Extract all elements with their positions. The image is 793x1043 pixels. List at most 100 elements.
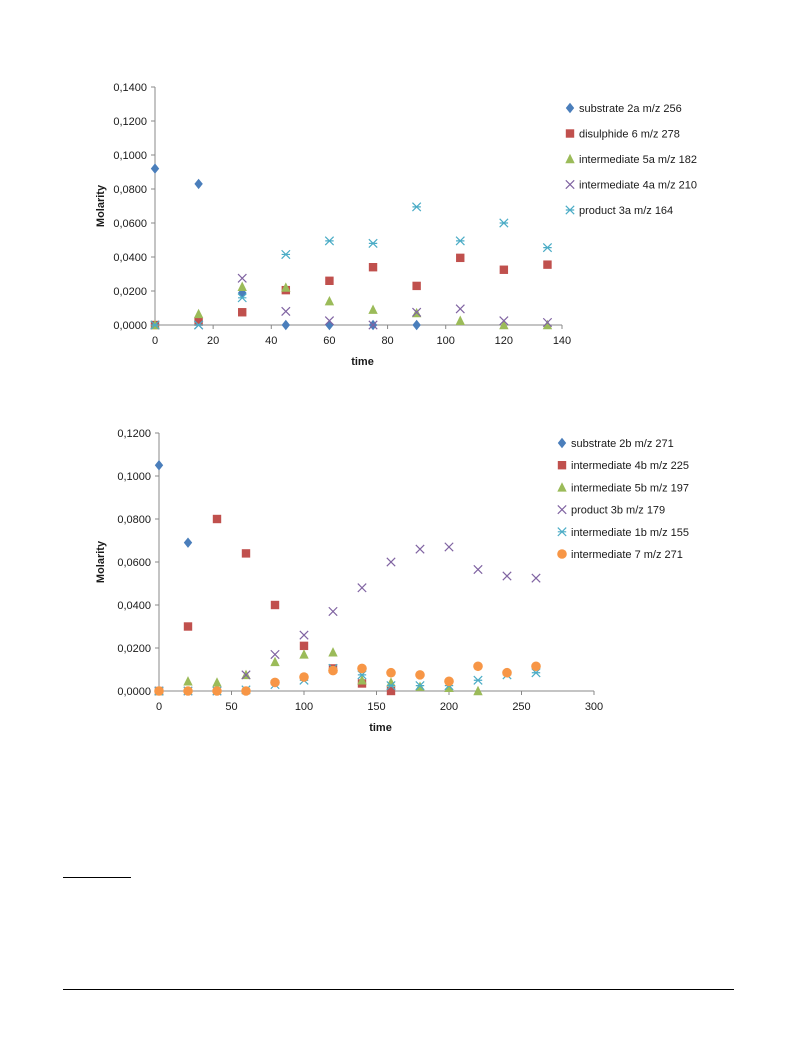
data-point	[499, 265, 509, 274]
data-point	[499, 218, 509, 228]
data-point	[212, 677, 222, 687]
data-point	[444, 676, 454, 687]
data-point	[357, 675, 367, 685]
legend-entry: substrate 2a m/z 256	[579, 103, 682, 115]
data-point	[386, 677, 396, 687]
data-point	[183, 537, 193, 548]
data-point	[455, 304, 465, 314]
data-point	[325, 276, 334, 285]
data-point	[473, 685, 483, 696]
data-point	[386, 667, 396, 678]
y-tick-label: 0,1000	[113, 150, 147, 162]
series-2	[150, 253, 552, 330]
data-point	[412, 319, 421, 331]
data-point	[270, 677, 280, 688]
x-tick-label: 140	[553, 335, 571, 347]
data-point	[183, 676, 193, 686]
data-point	[299, 649, 309, 659]
y-tick-label: 0,0800	[117, 514, 151, 526]
data-point	[499, 319, 509, 330]
legend-marker	[557, 482, 567, 492]
x-tick-label: 60	[323, 335, 335, 347]
data-point	[237, 281, 247, 291]
legend-marker	[557, 527, 567, 537]
legend-marker	[565, 102, 575, 114]
x-tick-label: 40	[265, 335, 277, 347]
data-point	[237, 273, 247, 283]
legend-marker	[557, 461, 567, 470]
legend-marker	[557, 437, 567, 449]
x-tick-label: 300	[585, 701, 603, 713]
y-tick-label: 0,1200	[113, 116, 147, 128]
data-point	[455, 236, 465, 246]
x-tick-label: 120	[495, 335, 513, 347]
legend-entry: intermediate 1b m/z 155	[571, 527, 689, 539]
data-point	[154, 460, 164, 471]
data-point	[543, 260, 552, 269]
data-point	[473, 675, 483, 685]
y-tick-label: 0,1000	[117, 471, 151, 483]
data-point	[412, 281, 421, 291]
data-point	[324, 316, 335, 326]
data-point	[473, 661, 483, 672]
data-point	[281, 319, 291, 331]
y-tick-label: 0,0400	[117, 600, 151, 612]
data-point	[542, 243, 553, 253]
data-point	[499, 316, 509, 326]
y-tick-label: 0,0200	[117, 643, 151, 655]
legend-marker	[565, 205, 575, 215]
data-point	[241, 670, 251, 680]
x-tick-label: 200	[440, 701, 458, 713]
legend: substrate 2b m/z 271 intermediate 4b m/z …	[557, 437, 689, 561]
data-point	[386, 681, 396, 691]
y-tick-label: 0,0600	[117, 557, 151, 569]
legend-marker	[565, 179, 575, 190]
data-point	[194, 178, 203, 190]
data-point	[357, 663, 367, 674]
data-point	[237, 293, 247, 303]
data-point	[281, 249, 291, 260]
x-tick-label: 20	[207, 335, 219, 347]
data-point	[455, 315, 465, 325]
legend-entry: intermediate 7 m/z 271	[571, 549, 683, 561]
x-tick-label: 80	[381, 335, 393, 347]
series-5	[150, 202, 553, 330]
y-tick-label: 0,1400	[113, 82, 147, 94]
data-point	[412, 202, 422, 212]
data-point	[328, 647, 338, 657]
data-point	[368, 238, 378, 249]
legend-marker	[557, 504, 567, 515]
legend-entry: product 3b m/z 179	[571, 505, 665, 517]
data-point	[270, 649, 280, 660]
data-point	[193, 320, 204, 330]
data-point	[324, 296, 335, 306]
data-point	[270, 656, 280, 667]
y-tick-label: 0,0800	[113, 184, 147, 196]
series-4	[154, 542, 541, 696]
x-tick-label: 100	[295, 701, 313, 713]
series-1	[150, 163, 421, 331]
data-point	[299, 672, 309, 682]
legend-marker	[565, 153, 575, 164]
x-tick-label: 50	[225, 701, 237, 713]
data-point	[328, 606, 338, 617]
legend-entry: intermediate 5b m/z 197	[571, 482, 689, 494]
data-point	[212, 686, 222, 696]
data-point	[357, 583, 367, 593]
data-point	[328, 665, 338, 676]
data-point	[415, 670, 425, 680]
data-point	[368, 263, 378, 272]
y-tick-label: 0,0000	[117, 686, 151, 698]
legend-entry: intermediate 4a m/z 210	[579, 180, 697, 192]
y-tick-label: 0,0200	[113, 286, 147, 298]
x-axis-label: time	[351, 356, 374, 368]
legend-entry: product 3a m/z 164	[579, 205, 673, 217]
data-point	[150, 320, 160, 330]
data-point	[299, 630, 309, 640]
legend-entry: intermediate 4b m/z 225	[571, 460, 689, 472]
x-tick-label: 250	[512, 701, 530, 713]
data-point	[212, 514, 222, 524]
y-tick-label: 0,0600	[113, 218, 147, 230]
y-axis-label: Molarity	[95, 184, 107, 227]
